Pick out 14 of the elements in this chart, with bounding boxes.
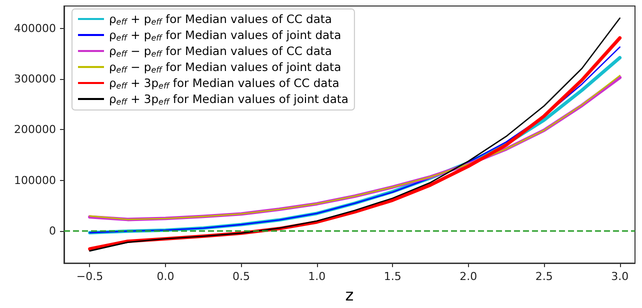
y-tick-label: 100000	[14, 174, 56, 187]
y-tick-label: 200000	[14, 123, 56, 136]
x-tick-label: 1.5	[384, 270, 402, 284]
x-tick-label: 2.0	[460, 270, 478, 284]
y-tick-label: 0	[49, 224, 56, 238]
x-axis-title: z	[345, 286, 354, 304]
x-tick-label: 3.0	[611, 270, 629, 284]
x-tick-label: 0.0	[156, 270, 174, 284]
y-tick-label: 400000	[14, 22, 56, 35]
x-tick-label: 2.5	[535, 270, 553, 284]
y-tick-label: 300000	[14, 72, 56, 86]
x-tick-label: 1.0	[308, 270, 326, 284]
x-tick-label: −0.5	[76, 270, 104, 284]
x-tick-label: 0.5	[232, 270, 250, 284]
